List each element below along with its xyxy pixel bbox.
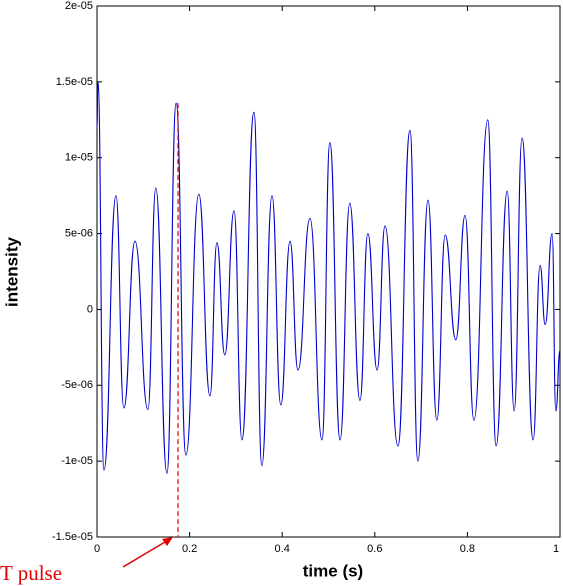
y-tick-label: -1e-05 bbox=[61, 455, 93, 467]
x-tick-label: 0.2 bbox=[182, 543, 197, 555]
y-tick-label: 0 bbox=[87, 303, 93, 315]
x-tick-label: 1 bbox=[553, 543, 559, 555]
x-tick-label: 0 bbox=[94, 543, 100, 555]
y-tick-label: 1.5e-05 bbox=[56, 76, 93, 88]
x-tick-label: 0.8 bbox=[460, 543, 475, 555]
y-tick-label: -1.5e-05 bbox=[52, 531, 93, 543]
annotation-arrow bbox=[122, 538, 171, 568]
line-series bbox=[96, 81, 561, 474]
annotation-arrowhead bbox=[162, 537, 174, 546]
x-axis-label: time (s) bbox=[303, 561, 363, 580]
y-tick-label: 2e-05 bbox=[65, 0, 93, 12]
y-tick-label: 5e-06 bbox=[65, 227, 93, 239]
plot-frame bbox=[96, 5, 561, 538]
y-tick-label: 1e-05 bbox=[65, 152, 93, 164]
x-tick-label: 0.4 bbox=[275, 543, 290, 555]
y-tick-label: -5e-06 bbox=[61, 379, 93, 391]
annotation-text: T pulse bbox=[0, 561, 62, 585]
x-tick-label: 0.6 bbox=[367, 543, 382, 555]
y-axis-label: intensity bbox=[2, 237, 21, 307]
